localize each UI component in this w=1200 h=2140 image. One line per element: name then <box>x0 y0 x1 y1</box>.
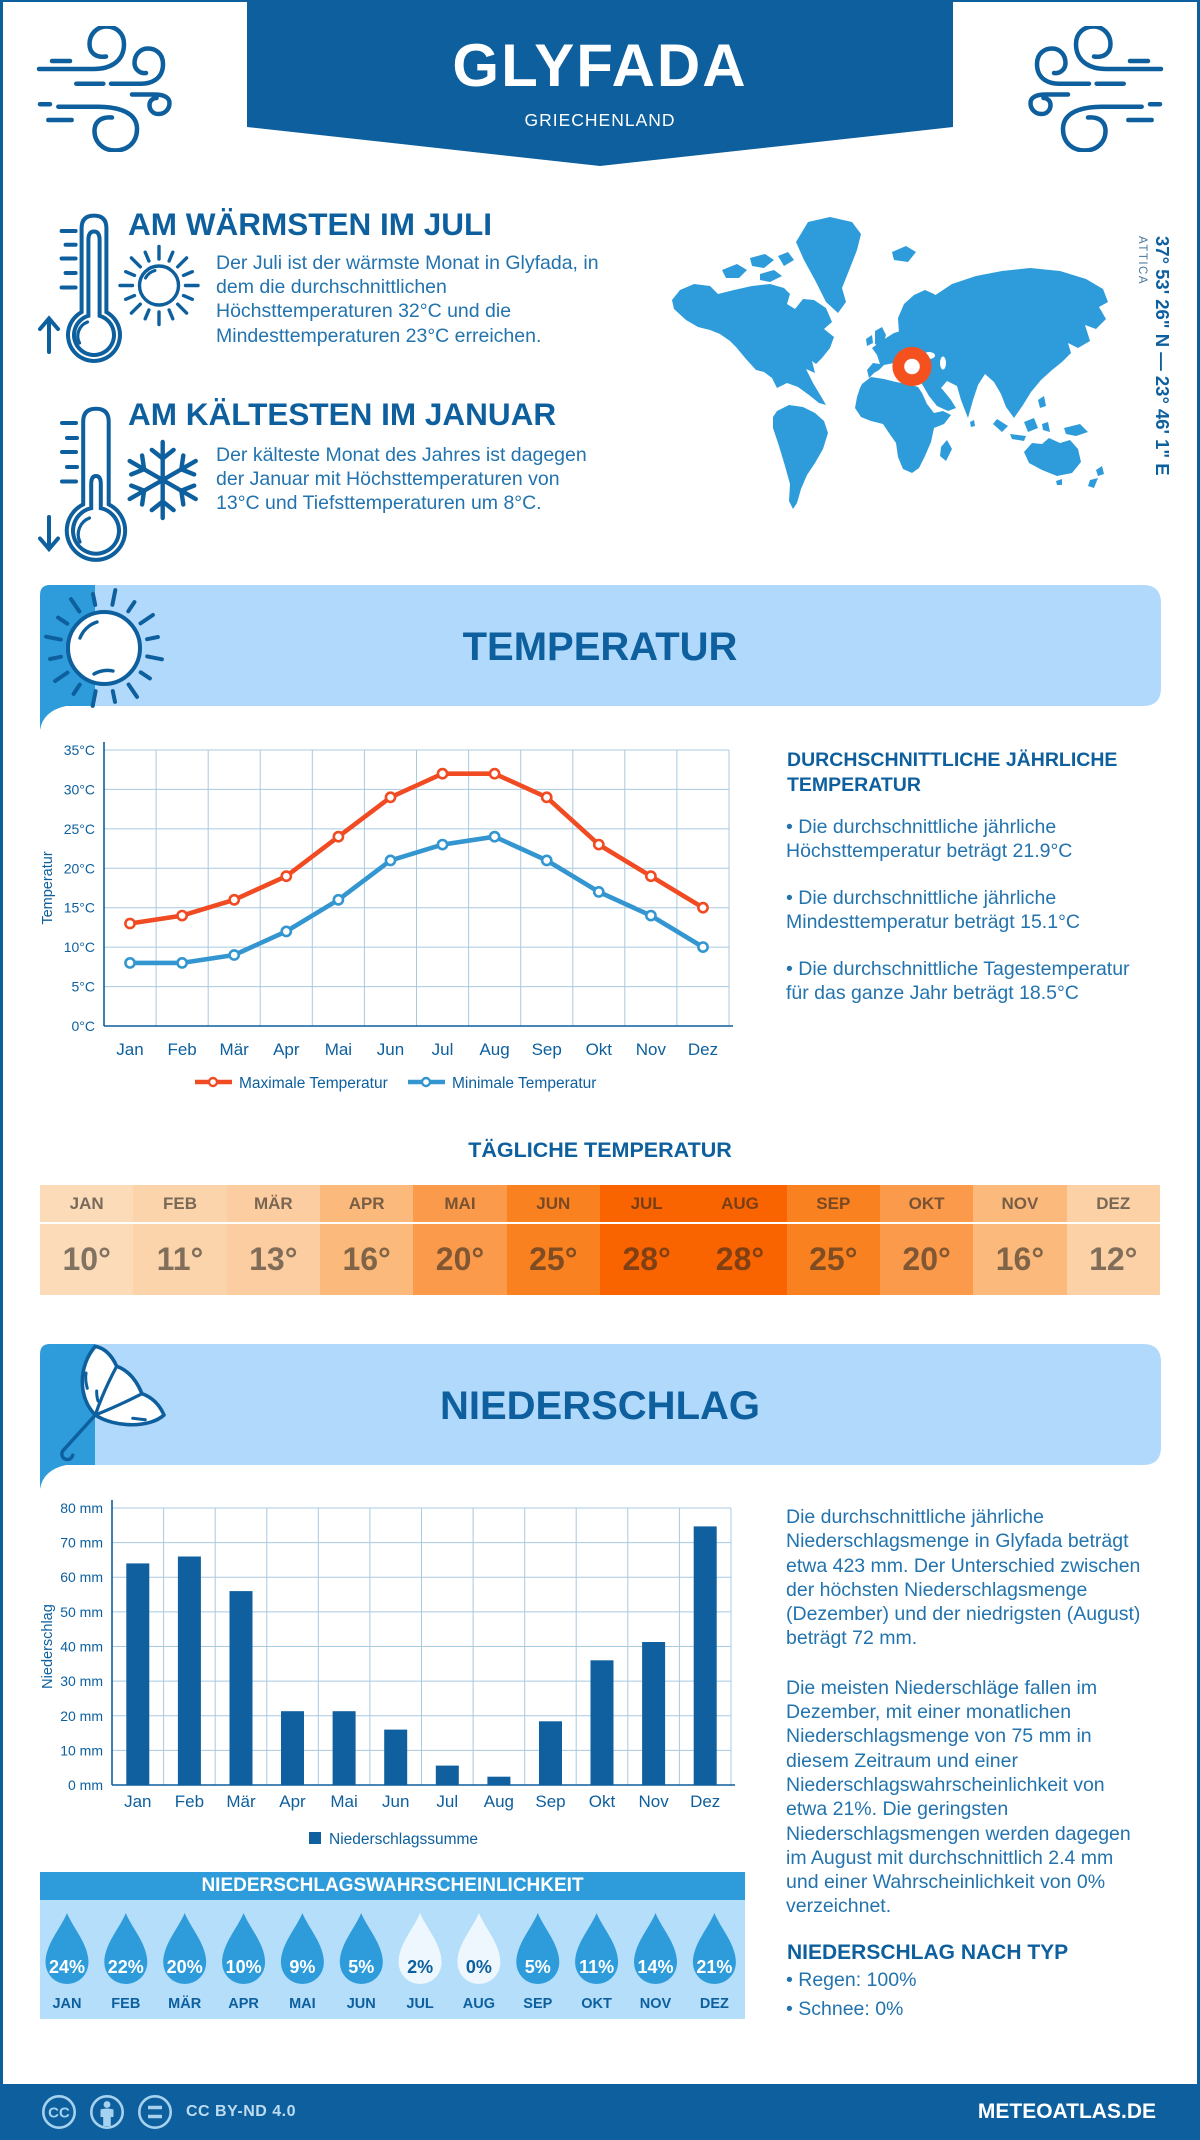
svg-text:30°C: 30°C <box>64 781 95 797</box>
svg-text:21%: 21% <box>696 1957 732 1977</box>
svg-text:10 mm: 10 mm <box>60 1742 103 1758</box>
svg-text:0%: 0% <box>466 1957 492 1977</box>
svg-text:NOV: NOV <box>640 1996 672 2012</box>
svg-text:9%: 9% <box>289 1957 315 1977</box>
svg-text:SEP: SEP <box>523 1996 552 2012</box>
svg-text:CC: CC <box>48 2105 70 2122</box>
svg-text:11%: 11% <box>579 1957 614 1977</box>
svg-text:MÄR: MÄR <box>168 1995 202 2012</box>
svg-text:Jul: Jul <box>436 1792 458 1811</box>
svg-text:Okt: Okt <box>589 1792 616 1811</box>
svg-text:Niederschlag: Niederschlag <box>40 1604 56 1689</box>
svg-text:Apr: Apr <box>279 1792 306 1811</box>
svg-text:Dez: Dez <box>690 1792 720 1811</box>
svg-text:25°C: 25°C <box>64 821 95 837</box>
svg-text:DEZ: DEZ <box>700 1996 729 2012</box>
svg-text:Feb: Feb <box>175 1792 204 1811</box>
svg-text:Feb: Feb <box>167 1040 196 1059</box>
svg-text:0°C: 0°C <box>72 1018 96 1034</box>
svg-text:JUN: JUN <box>347 1996 376 2012</box>
svg-text:70 mm: 70 mm <box>60 1535 103 1551</box>
svg-text:Aug: Aug <box>479 1040 509 1059</box>
svg-text:Dez: Dez <box>688 1040 718 1059</box>
svg-text:5°C: 5°C <box>72 979 96 995</box>
svg-text:Mär: Mär <box>226 1792 256 1811</box>
svg-text:Jul: Jul <box>432 1040 454 1059</box>
svg-text:Mai: Mai <box>330 1792 357 1811</box>
svg-text:Jun: Jun <box>377 1040 404 1059</box>
svg-text:22%: 22% <box>108 1957 144 1977</box>
svg-text:Mär: Mär <box>220 1040 250 1059</box>
svg-text:Sep: Sep <box>535 1792 565 1811</box>
svg-text:Maximale Temperatur: Maximale Temperatur <box>239 1075 388 1092</box>
svg-text:2%: 2% <box>407 1957 433 1977</box>
svg-text:10°C: 10°C <box>64 939 95 955</box>
svg-text:20 mm: 20 mm <box>60 1708 103 1724</box>
svg-text:24%: 24% <box>49 1957 85 1977</box>
svg-text:10%: 10% <box>226 1957 262 1977</box>
svg-text:50 mm: 50 mm <box>60 1604 103 1620</box>
svg-text:40 mm: 40 mm <box>60 1639 103 1655</box>
svg-text:60 mm: 60 mm <box>60 1569 103 1585</box>
svg-text:20%: 20% <box>167 1957 203 1977</box>
svg-text:Jun: Jun <box>382 1792 409 1811</box>
svg-text:35°C: 35°C <box>64 742 95 758</box>
svg-text:Mai: Mai <box>325 1040 352 1059</box>
svg-text:FEB: FEB <box>111 1996 140 2012</box>
svg-text:Okt: Okt <box>586 1040 613 1059</box>
svg-text:Temperatur: Temperatur <box>40 851 56 925</box>
svg-text:Sep: Sep <box>532 1040 562 1059</box>
svg-text:Aug: Aug <box>484 1792 514 1811</box>
svg-text:5%: 5% <box>348 1957 374 1977</box>
svg-text:AUG: AUG <box>463 1996 495 2012</box>
svg-text:5%: 5% <box>525 1957 551 1977</box>
svg-text:Niederschlagssumme: Niederschlagssumme <box>329 1831 478 1848</box>
svg-text:OKT: OKT <box>581 1996 612 2012</box>
svg-text:20°C: 20°C <box>64 860 95 876</box>
svg-text:JAN: JAN <box>52 1996 81 2012</box>
svg-text:APR: APR <box>228 1996 259 2012</box>
svg-text:Jan: Jan <box>124 1792 151 1811</box>
svg-text:14%: 14% <box>637 1957 673 1977</box>
svg-text:Apr: Apr <box>273 1040 300 1059</box>
svg-text:0 mm: 0 mm <box>68 1777 103 1793</box>
svg-text:Jan: Jan <box>116 1040 143 1059</box>
svg-text:Nov: Nov <box>638 1792 669 1811</box>
svg-text:30 mm: 30 mm <box>60 1673 103 1689</box>
svg-text:Nov: Nov <box>636 1040 667 1059</box>
svg-text:Minimale Temperatur: Minimale Temperatur <box>452 1075 596 1092</box>
svg-text:80 mm: 80 mm <box>60 1500 103 1516</box>
svg-text:MAI: MAI <box>289 1996 316 2012</box>
svg-text:JUL: JUL <box>406 1996 434 2012</box>
svg-text:15°C: 15°C <box>64 900 95 916</box>
